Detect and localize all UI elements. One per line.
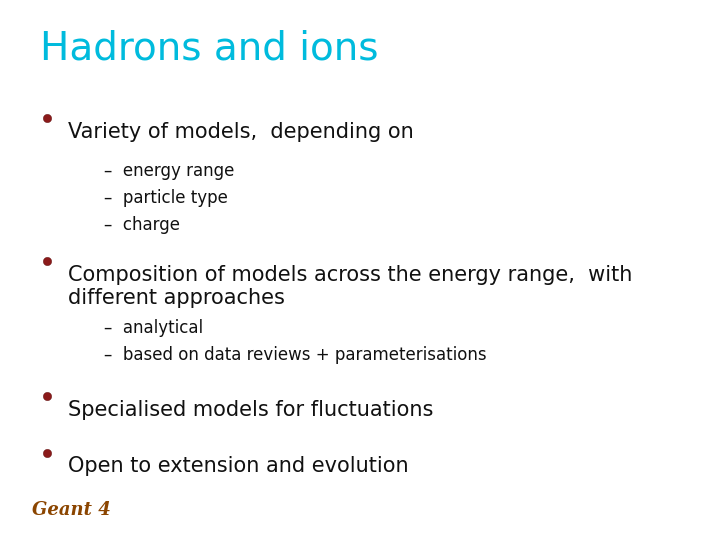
Text: Open to extension and evolution: Open to extension and evolution	[68, 456, 409, 476]
Text: –  particle type: – particle type	[104, 189, 228, 207]
Text: Specialised models for fluctuations: Specialised models for fluctuations	[68, 400, 433, 420]
Text: Hadrons and ions: Hadrons and ions	[40, 30, 378, 68]
Text: Geant 4: Geant 4	[32, 502, 111, 519]
Text: –  energy range: – energy range	[104, 162, 235, 180]
Text: –  charge: – charge	[104, 216, 181, 234]
Text: Variety of models,  depending on: Variety of models, depending on	[68, 122, 414, 141]
Text: Composition of models across the energy range,  with
different approaches: Composition of models across the energy …	[68, 265, 633, 308]
Text: –  analytical: – analytical	[104, 319, 204, 336]
Text: –  based on data reviews + parameterisations: – based on data reviews + parameterisati…	[104, 346, 487, 363]
